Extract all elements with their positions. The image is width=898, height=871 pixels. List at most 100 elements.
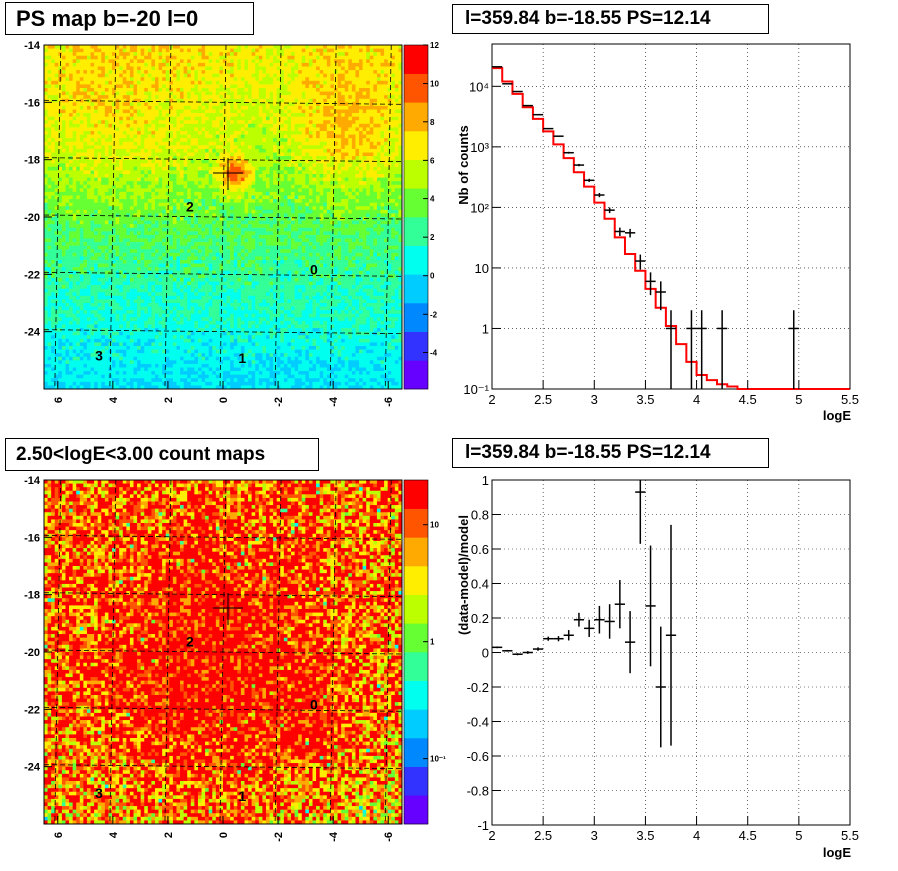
heatmap-cell	[79, 95, 84, 100]
heatmap-cell	[316, 131, 320, 135]
heatmap-cell	[83, 66, 88, 71]
heatmap-cell	[262, 120, 267, 125]
heatmap-cell	[79, 48, 84, 53]
heatmap-cell	[133, 98, 138, 103]
heatmap-cell	[337, 45, 342, 49]
heatmap-cell	[359, 102, 363, 107]
heatmap-cell	[201, 55, 206, 60]
heatmap-cell	[294, 148, 299, 153]
heatmap-cell	[194, 145, 199, 150]
heatmap-cell	[162, 91, 167, 96]
heatmap-cell	[244, 209, 249, 214]
heatmap-cell	[230, 45, 235, 49]
heatmap-cell	[351, 213, 356, 218]
heatmap-cell	[194, 84, 199, 89]
heatmap-cell	[326, 145, 331, 150]
heatmap-cell	[162, 120, 167, 125]
heatmap-cell	[101, 80, 106, 85]
heatmap-cell	[326, 188, 331, 193]
heatmap-cell	[61, 199, 66, 203]
heatmap-cell	[298, 127, 303, 132]
heatmap-cell	[72, 206, 77, 211]
heatmap-cell	[176, 163, 181, 168]
heatmap-cell	[391, 217, 396, 221]
heatmap-cell	[172, 66, 177, 71]
heatmap-cell	[255, 95, 260, 100]
heatmap-cell	[76, 73, 81, 78]
heatmap-cell	[86, 105, 91, 110]
heatmap-cell	[44, 166, 48, 171]
heatmap-cell	[197, 134, 202, 139]
heatmap-cell	[319, 77, 324, 82]
heatmap-cell	[230, 138, 235, 143]
heatmap-cell	[154, 145, 159, 150]
heatmap-cell	[330, 66, 335, 71]
heatmap-cell	[323, 131, 328, 135]
heatmap-cell	[326, 73, 331, 78]
heatmap-cell	[369, 113, 374, 117]
heatmap-cell	[69, 163, 73, 168]
heatmap-cell	[115, 116, 120, 121]
heatmap-cell	[126, 55, 131, 60]
heatmap-cell	[151, 123, 156, 128]
heatmap-cell	[119, 113, 124, 117]
heatmap-cell	[262, 177, 267, 182]
heatmap-cell	[44, 48, 48, 53]
heatmap-cell	[369, 156, 374, 160]
heatmap-cell	[126, 138, 131, 143]
heatmap-cell	[351, 148, 356, 153]
heatmap-cell	[333, 116, 338, 121]
heatmap-cell	[54, 52, 59, 57]
heatmap-cell	[104, 116, 109, 121]
heatmap-cell	[398, 134, 403, 139]
heatmap-cell	[76, 77, 81, 82]
heatmap-cell	[219, 138, 224, 143]
heatmap-cell	[137, 177, 141, 182]
heatmap-cell	[237, 52, 242, 57]
heatmap-cell	[244, 52, 249, 57]
heatmap-cell	[129, 127, 134, 132]
heatmap-cell	[255, 116, 260, 121]
heatmap-cell	[190, 138, 195, 143]
heatmap-cell	[294, 84, 299, 89]
heatmap-cell	[294, 220, 299, 225]
heatmap-cell	[294, 188, 299, 193]
heatmap-cell	[230, 152, 235, 157]
heatmap-cell	[316, 206, 320, 211]
heatmap-cell	[359, 98, 363, 103]
heatmap-cell	[119, 159, 124, 164]
heatmap-cell	[244, 141, 249, 146]
heatmap-cell	[237, 73, 242, 78]
heatmap-cell	[151, 163, 156, 168]
heatmap-cell	[51, 181, 56, 186]
heatmap-cell	[97, 127, 102, 132]
heatmap-cell	[58, 220, 63, 225]
heatmap-cell	[115, 163, 120, 168]
heatmap-cell	[291, 66, 295, 71]
heatmap-cell	[144, 131, 149, 135]
heatmap-cell	[280, 202, 285, 207]
heatmap-cell	[69, 166, 73, 171]
heatmap-cell	[237, 191, 242, 196]
heatmap-cell	[169, 116, 174, 121]
heatmap-cell	[79, 131, 84, 135]
heatmap-cell	[83, 195, 88, 200]
heatmap-cell	[305, 77, 310, 82]
heatmap-cell	[287, 195, 292, 200]
heatmap-cell	[341, 77, 346, 82]
heatmap-cell	[341, 45, 346, 49]
heatmap-cell	[301, 66, 306, 71]
heatmap-cell	[172, 91, 177, 96]
heatmap-cell	[104, 127, 109, 132]
heatmap-cell	[391, 73, 396, 78]
heatmap-cell	[333, 217, 338, 221]
heatmap-cell	[223, 202, 227, 207]
heatmap-cell	[69, 188, 73, 193]
heatmap-cell	[326, 127, 331, 132]
heatmap-cell	[219, 148, 224, 153]
heatmap-cell	[194, 123, 199, 128]
heatmap-cell	[258, 159, 263, 164]
heatmap-cell	[226, 177, 231, 182]
heatmap-cell	[169, 195, 174, 200]
heatmap-cell	[344, 120, 349, 125]
